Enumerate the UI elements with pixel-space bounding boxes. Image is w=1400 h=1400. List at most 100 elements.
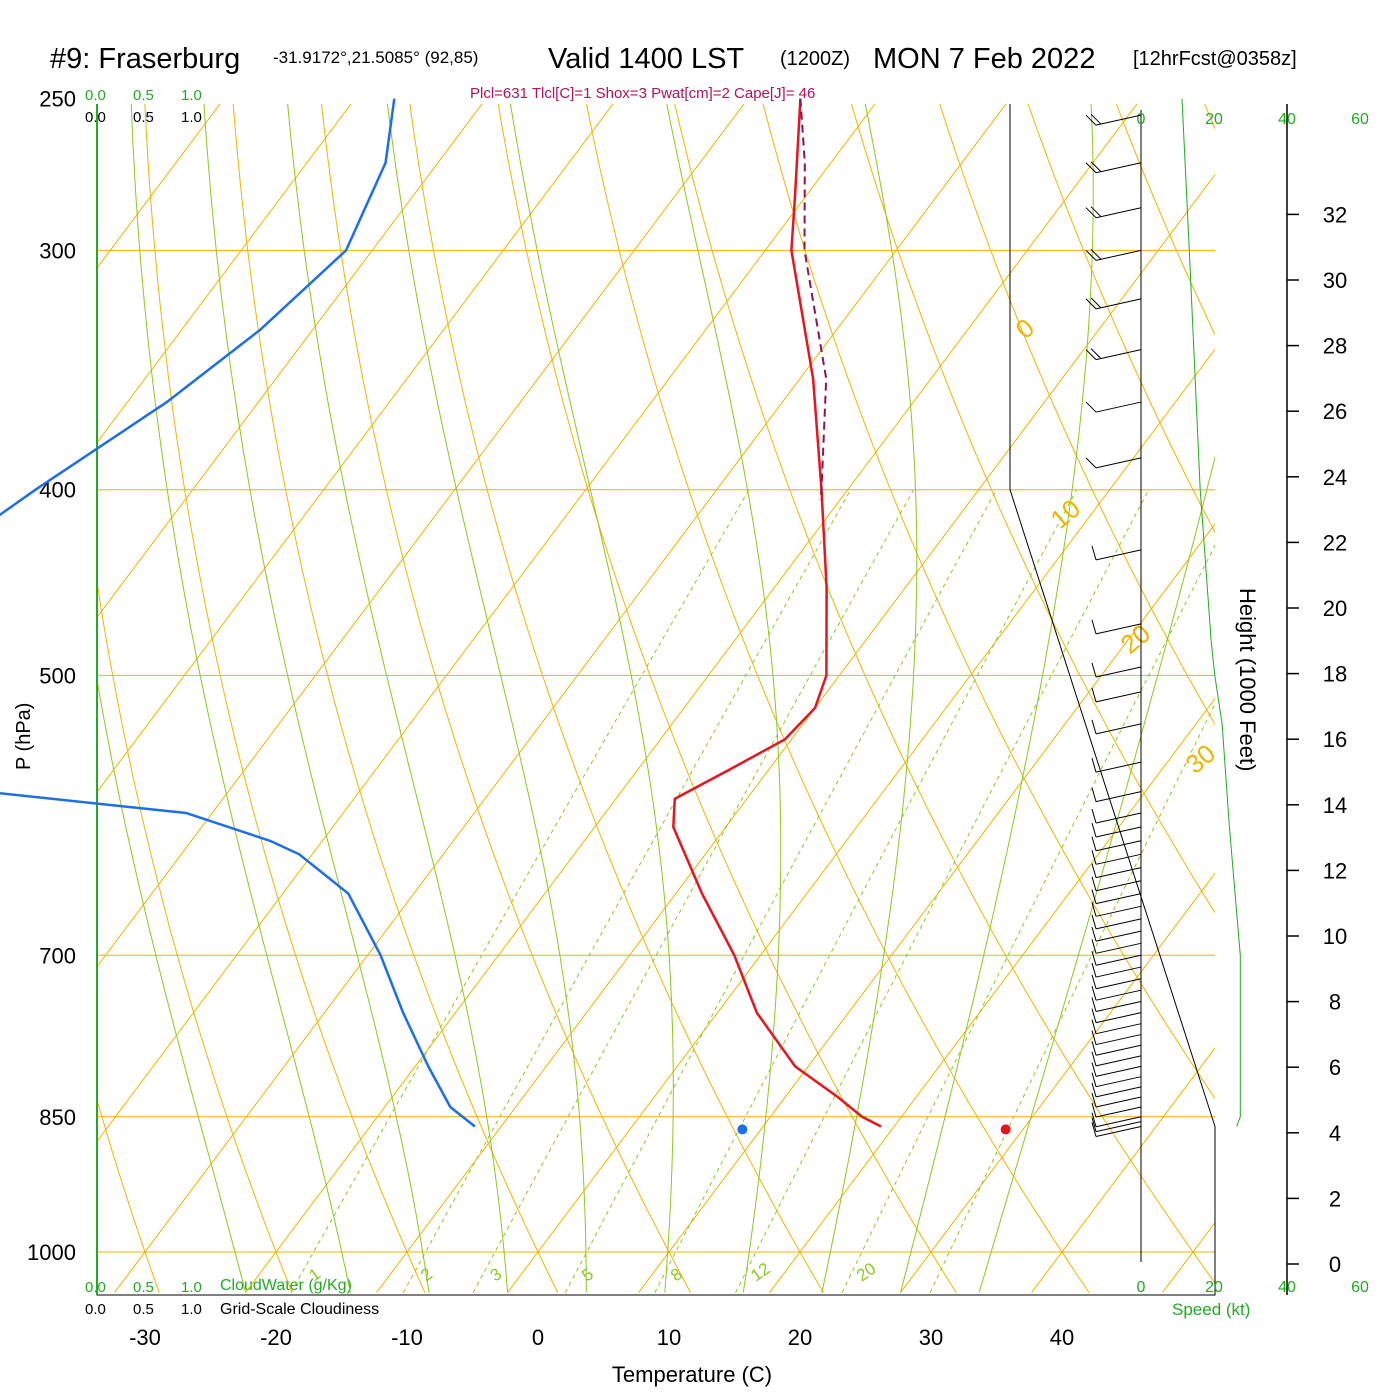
speed-tick-label: 0 <box>1137 111 1146 128</box>
temperature-trace <box>672 98 882 1128</box>
wind-barb-shaft <box>1095 954 1142 966</box>
wind-barb-flag <box>1091 927 1097 942</box>
height-tick-label: 4 <box>1329 1121 1341 1146</box>
temperature-tick-label: 20 <box>788 1325 812 1350</box>
speed-tick-label: 60 <box>1351 1279 1369 1296</box>
mixing-ratio-label: 3 <box>487 1264 506 1285</box>
height-tick-label: 8 <box>1329 990 1341 1015</box>
moist-adiabat-line <box>386 104 587 1293</box>
wind-barb-flag <box>1091 997 1097 1012</box>
wind-barb-flag <box>1085 114 1097 126</box>
wind-barb-shaft <box>1095 880 1142 892</box>
wind-barb-shaft <box>1095 791 1142 803</box>
speed-tick-label: 0 <box>1137 1279 1146 1296</box>
speed-tick-label: 40 <box>1278 1279 1296 1296</box>
isotherm-line <box>1031 1047 1215 1293</box>
isotherm-line <box>638 523 1215 1293</box>
height-tick-label: 6 <box>1329 1055 1341 1080</box>
cloudiness-scale-1: 0.5 <box>133 109 154 126</box>
cloudwater-scale-bottom-2: 1.0 <box>181 1279 202 1296</box>
wind-barb-shaft <box>1095 826 1142 838</box>
isotherm-line <box>97 104 221 269</box>
wind-barb-flag <box>1085 162 1097 174</box>
wind-barb-flag <box>1085 457 1097 469</box>
mixing-ratio-line <box>290 489 750 1293</box>
wind-barb-flag <box>1091 863 1097 878</box>
moist-adiabat-line <box>97 677 247 1293</box>
surface-dew-dot <box>737 1124 748 1135</box>
moist-adiabat-line <box>666 104 782 1293</box>
wind-barb-shaft <box>1095 1012 1142 1024</box>
wind-barb-flag <box>1091 974 1097 989</box>
pressure-tick-label: 300 <box>39 238 76 263</box>
cloudwater-scale-1: 0.5 <box>133 87 154 104</box>
wind-barb-flag <box>1091 808 1097 824</box>
forecast-info: [12hrFcst@0358z] <box>1133 48 1297 70</box>
valid-date: MON 7 Feb 2022 <box>873 43 1095 75</box>
wind-barb-flag <box>1091 1030 1097 1045</box>
dry-adiabat-line <box>1204 104 1215 130</box>
wind-barb-shaft <box>1095 1121 1142 1133</box>
wind-barb-shaft <box>1095 812 1142 824</box>
isotherm-line <box>114 104 1007 1293</box>
wind-barb-shaft <box>1095 989 1142 1001</box>
height-tick-label: 10 <box>1323 924 1347 949</box>
wind-barb-shaft <box>1095 349 1142 361</box>
isotherm-line <box>769 697 1215 1293</box>
cloudwater-scale-2: 1.0 <box>181 87 202 104</box>
wind-barb-shaft <box>1095 298 1142 310</box>
wind-barb-flag <box>1091 1062 1097 1077</box>
isotherm-line <box>97 104 614 793</box>
isotherm-line <box>900 872 1215 1293</box>
wind-barb-flag <box>1091 719 1097 734</box>
wind-barb-shaft <box>1095 1076 1142 1088</box>
height-tick-label: 26 <box>1323 399 1347 424</box>
speed-tick-label: 40 <box>1278 111 1296 128</box>
wind-barb-flag <box>1091 1112 1097 1127</box>
dry-adiabat-line <box>585 104 1090 1293</box>
cloudiness-scale-bottom-0: 0.0 <box>85 1301 106 1318</box>
wind-barb-shaft <box>1095 942 1142 954</box>
mixing-ratio-label: 8 <box>667 1264 686 1285</box>
wind-barb-flag <box>1091 662 1097 678</box>
wind-barb-shaft <box>1095 1044 1142 1056</box>
wind-barb-flag <box>1091 914 1097 929</box>
wind-barb-flag <box>1091 1072 1097 1087</box>
height-tick-label: 18 <box>1323 662 1347 687</box>
wind-barb-flag <box>1091 1092 1097 1108</box>
wind-barb-flag <box>1091 1051 1097 1067</box>
wind-barb-flag <box>1091 889 1097 904</box>
temperature-tick-label: 30 <box>919 1325 943 1350</box>
dry-adiabat-line <box>97 579 293 1293</box>
mixing-ratio-line <box>735 489 1150 1293</box>
cloudwater-scale-0: 0.0 <box>85 87 106 104</box>
dry-adiabat-line <box>850 104 1215 914</box>
wind-barb-flag <box>1090 206 1102 218</box>
pressure-tick-label: 500 <box>39 663 76 688</box>
dry-adiabat-line <box>232 104 559 1293</box>
mixing-ratio-line <box>841 544 1215 1293</box>
wind-barb-flag <box>1091 850 1097 865</box>
wind-barb-shaft <box>1095 867 1142 879</box>
cloudwater-scale-bottom-1: 0.5 <box>133 1279 154 1296</box>
speed-tick-label: 20 <box>1205 1279 1223 1296</box>
wind-barb-shaft <box>1095 853 1142 865</box>
cloudiness-label: Grid-Scale Cloudiness <box>220 1301 379 1318</box>
wind-barb-shaft <box>1095 905 1142 917</box>
station-title: #9: Fraserburg <box>50 43 240 75</box>
isotherm-line <box>507 348 1215 1293</box>
dry-adiabat-label: 0 <box>1010 312 1040 344</box>
wind-barb-flag <box>1091 876 1097 891</box>
wind-barb-flag <box>1091 822 1097 838</box>
wind-barb-flag <box>1091 545 1097 561</box>
speed-tick-label: 60 <box>1351 111 1369 128</box>
wind-barb-flag <box>1085 401 1097 413</box>
temperature-tick-label: 0 <box>532 1325 544 1350</box>
wind-barb-flag <box>1091 1082 1097 1098</box>
wind-barb-flag <box>1091 1008 1097 1023</box>
wind-barb-shaft <box>1095 840 1142 852</box>
wind-barb-shaft <box>1095 723 1142 735</box>
moist-adiabat-line <box>821 104 918 1293</box>
wind-barb-shaft <box>1095 930 1142 942</box>
